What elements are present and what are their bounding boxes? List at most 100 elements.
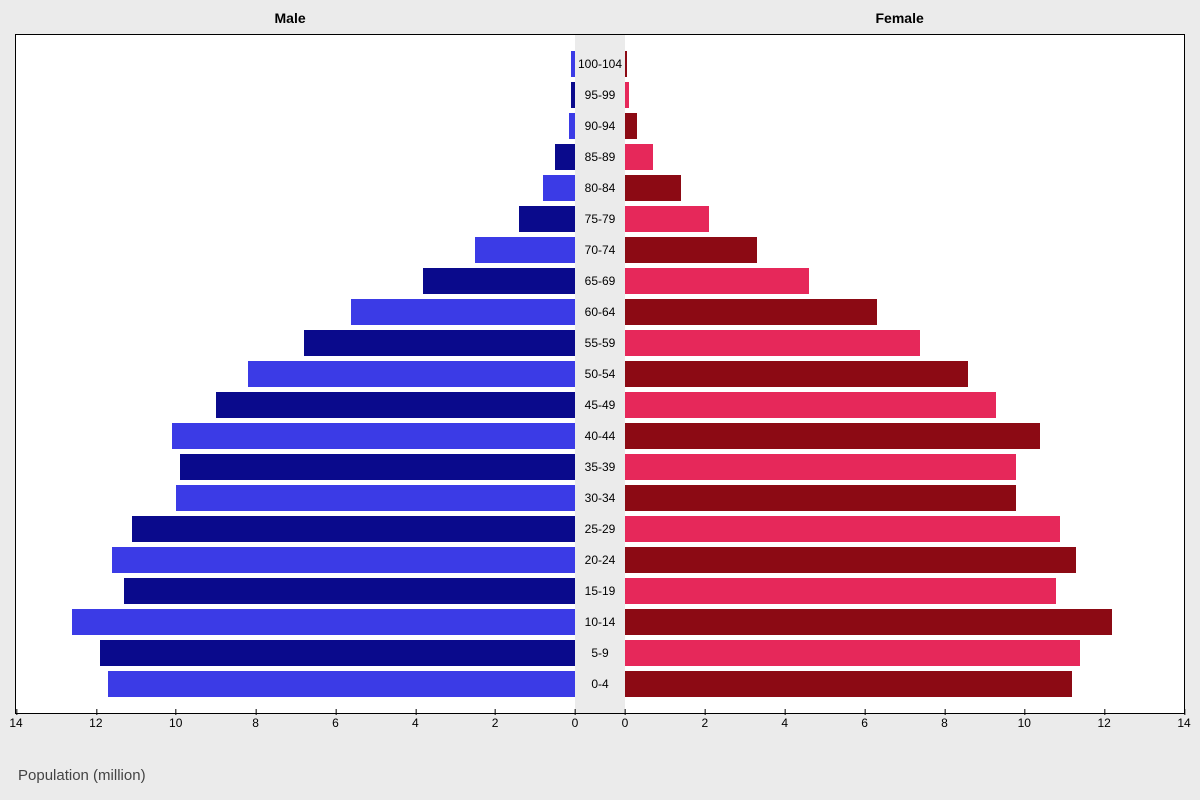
age-label: 100-104	[575, 58, 625, 70]
female-bar	[625, 237, 757, 262]
male-bar	[475, 237, 575, 262]
age-label: 0-4	[575, 678, 625, 690]
plot-area: 0-4 5-9 10-14 15-19 20-24 25-29 30-34 35-39 40-4…	[15, 34, 1185, 714]
age-row: 85-89	[16, 144, 1184, 169]
female-bar	[625, 175, 681, 200]
x-tick-label: 6	[861, 716, 868, 730]
age-row: 90-94	[16, 113, 1184, 138]
x-tick-label: 0	[572, 716, 579, 730]
female-bar	[625, 578, 1056, 603]
female-title: Female	[876, 10, 924, 26]
x-tick-mark	[575, 709, 576, 715]
age-row: 45-49	[16, 392, 1184, 417]
female-bar	[625, 330, 920, 355]
male-bar	[108, 671, 575, 696]
x-tick-mark	[1184, 709, 1185, 715]
age-label: 60-64	[575, 306, 625, 318]
male-bar	[124, 578, 575, 603]
age-label: 5-9	[575, 647, 625, 659]
age-label: 50-54	[575, 368, 625, 380]
x-tick-label: 12	[89, 716, 102, 730]
age-label: 65-69	[575, 275, 625, 287]
x-tick-mark	[16, 709, 17, 715]
age-row: 75-79	[16, 206, 1184, 231]
age-row: 25-29	[16, 516, 1184, 541]
x-tick-label: 14	[1177, 716, 1190, 730]
x-tick-label: 8	[941, 716, 948, 730]
male-bar	[555, 144, 575, 169]
x-tick-label: 2	[702, 716, 709, 730]
male-bar	[543, 175, 575, 200]
x-tick-mark	[705, 709, 706, 715]
chart-titles: Male Female	[0, 10, 1200, 34]
x-tick-mark	[335, 709, 336, 715]
age-label: 95-99	[575, 89, 625, 101]
age-label: 35-39	[575, 461, 625, 473]
x-tick-label: 10	[1018, 716, 1031, 730]
age-row: 35-39	[16, 454, 1184, 479]
age-row: 70-74	[16, 237, 1184, 262]
x-tick-mark	[176, 709, 177, 715]
age-row: 65-69	[16, 268, 1184, 293]
male-bar	[132, 516, 575, 541]
age-label: 10-14	[575, 616, 625, 628]
x-tick-mark	[415, 709, 416, 715]
x-tick-label: 6	[332, 716, 339, 730]
male-bar	[216, 392, 575, 417]
male-bar	[519, 206, 575, 231]
male-bar	[423, 268, 575, 293]
female-bar	[625, 144, 653, 169]
female-bar	[625, 454, 1016, 479]
female-bar	[625, 392, 996, 417]
male-bar	[112, 547, 575, 572]
female-bar	[625, 299, 877, 324]
age-label: 90-94	[575, 120, 625, 132]
age-label: 45-49	[575, 399, 625, 411]
x-tick-mark	[96, 709, 97, 715]
x-tick-label: 14	[9, 716, 22, 730]
female-bar	[625, 423, 1040, 448]
x-tick-mark	[785, 709, 786, 715]
male-bar	[176, 485, 575, 510]
female-bar	[625, 640, 1080, 665]
age-row: 0-4	[16, 671, 1184, 696]
male-bar	[248, 361, 575, 386]
female-bar	[625, 113, 637, 138]
male-bar	[172, 423, 575, 448]
age-label: 20-24	[575, 554, 625, 566]
male-title: Male	[275, 10, 306, 26]
age-label: 30-34	[575, 492, 625, 504]
female-bar	[625, 609, 1112, 634]
female-bar	[625, 82, 629, 107]
x-tick-label: 12	[1097, 716, 1110, 730]
age-label: 55-59	[575, 337, 625, 349]
age-row: 40-44	[16, 423, 1184, 448]
age-label: 70-74	[575, 244, 625, 256]
age-label: 40-44	[575, 430, 625, 442]
x-tick-mark	[495, 709, 496, 715]
x-tick-label: 10	[169, 716, 182, 730]
male-bar	[304, 330, 576, 355]
age-row: 30-34	[16, 485, 1184, 510]
x-tick-mark	[625, 709, 626, 715]
female-bar	[625, 547, 1076, 572]
age-row: 95-99	[16, 82, 1184, 107]
population-pyramid-chart: Male Female 0-4 5-9 10-14 15-19 20-24 25-29 30…	[0, 0, 1200, 800]
female-bar	[625, 206, 709, 231]
age-row: 10-14	[16, 609, 1184, 634]
female-bar	[625, 268, 809, 293]
male-bar	[351, 299, 575, 324]
age-row: 60-64	[16, 299, 1184, 324]
age-label: 80-84	[575, 182, 625, 194]
age-row: 80-84	[16, 175, 1184, 200]
age-label: 75-79	[575, 213, 625, 225]
x-tick-label: 2	[492, 716, 499, 730]
age-row: 100-104	[16, 51, 1184, 76]
female-bar	[625, 361, 968, 386]
male-bar	[72, 609, 575, 634]
age-row: 50-54	[16, 361, 1184, 386]
age-label: 15-19	[575, 585, 625, 597]
age-label: 85-89	[575, 151, 625, 163]
x-tick-mark	[1104, 709, 1105, 715]
female-bar	[625, 485, 1016, 510]
